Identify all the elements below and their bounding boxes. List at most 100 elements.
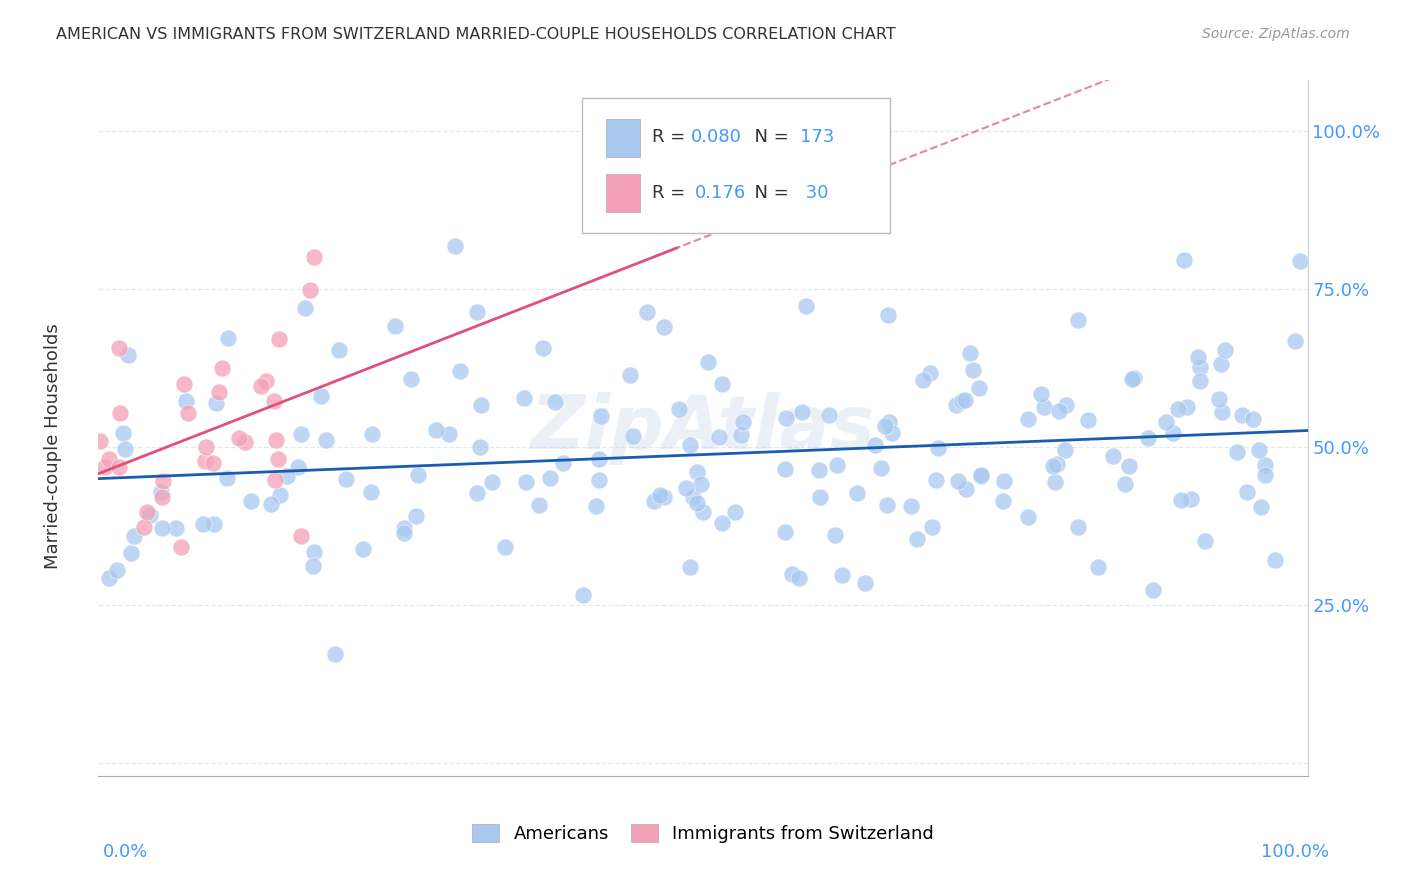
Point bbox=[870, 461, 893, 475]
Point bbox=[790, 405, 813, 419]
Point bbox=[1114, 476, 1136, 491]
Point bbox=[1289, 253, 1312, 268]
Point bbox=[269, 488, 291, 502]
Point bbox=[468, 441, 491, 455]
Point bbox=[515, 475, 537, 489]
Point bbox=[360, 485, 382, 500]
Point bbox=[89, 434, 111, 448]
Point bbox=[97, 452, 120, 467]
Point bbox=[773, 525, 796, 540]
Point bbox=[124, 529, 146, 543]
Point bbox=[905, 532, 928, 546]
Point bbox=[150, 485, 173, 500]
Point bbox=[290, 427, 312, 442]
Point bbox=[1211, 405, 1233, 419]
Text: Married-couple Households: Married-couple Households bbox=[45, 323, 62, 569]
Text: ZipAtlas: ZipAtlas bbox=[530, 392, 876, 465]
Point bbox=[1123, 371, 1146, 385]
Point bbox=[652, 320, 675, 334]
Point bbox=[865, 438, 887, 452]
Point bbox=[437, 427, 460, 442]
Point bbox=[177, 406, 200, 420]
Point bbox=[1209, 357, 1232, 371]
Point bbox=[1017, 510, 1039, 524]
Point bbox=[1175, 400, 1198, 414]
Point bbox=[328, 343, 350, 357]
Point bbox=[152, 475, 174, 489]
Point bbox=[1087, 559, 1109, 574]
Point bbox=[950, 394, 973, 409]
Point bbox=[948, 474, 970, 488]
Point bbox=[150, 521, 173, 535]
Point bbox=[384, 319, 406, 334]
Point bbox=[201, 456, 224, 470]
Point bbox=[204, 517, 226, 532]
Point bbox=[361, 426, 384, 441]
Text: 0.176: 0.176 bbox=[695, 184, 745, 202]
Point bbox=[191, 517, 214, 532]
Point bbox=[991, 494, 1014, 508]
Point bbox=[877, 308, 900, 322]
Point bbox=[302, 250, 325, 264]
FancyBboxPatch shape bbox=[606, 119, 640, 157]
Point bbox=[108, 406, 131, 420]
Legend: Americans, Immigrants from Switzerland: Americans, Immigrants from Switzerland bbox=[465, 817, 941, 850]
Point bbox=[780, 566, 803, 581]
Point bbox=[1247, 442, 1270, 457]
Point bbox=[1253, 458, 1275, 472]
Point bbox=[831, 567, 853, 582]
Point bbox=[711, 516, 734, 531]
Point bbox=[853, 576, 876, 591]
Point bbox=[194, 454, 217, 468]
Point bbox=[250, 379, 273, 393]
Point bbox=[112, 426, 135, 441]
Point bbox=[619, 368, 641, 382]
Point bbox=[173, 376, 195, 391]
Point bbox=[730, 428, 752, 442]
Point bbox=[912, 373, 935, 387]
Point bbox=[117, 348, 139, 362]
Point bbox=[643, 493, 665, 508]
Text: AMERICAN VS IMMIGRANTS FROM SWITZERLAND MARRIED-COUPLE HOUSEHOLDS CORRELATION CH: AMERICAN VS IMMIGRANTS FROM SWITZERLAND … bbox=[56, 27, 896, 42]
Point bbox=[921, 520, 943, 534]
Point bbox=[962, 362, 984, 376]
Point bbox=[169, 541, 191, 555]
Point bbox=[775, 410, 797, 425]
Point bbox=[217, 471, 239, 485]
Point bbox=[589, 409, 612, 424]
Point bbox=[512, 391, 534, 405]
Point bbox=[927, 441, 949, 455]
Point bbox=[707, 430, 730, 444]
Point bbox=[1136, 431, 1159, 445]
Point bbox=[392, 520, 415, 534]
FancyBboxPatch shape bbox=[606, 174, 640, 212]
Point bbox=[875, 418, 897, 433]
Point bbox=[845, 485, 868, 500]
Point bbox=[808, 490, 831, 504]
Point bbox=[650, 488, 672, 502]
Point bbox=[392, 525, 415, 540]
Point bbox=[724, 505, 747, 519]
Point bbox=[233, 435, 256, 450]
Point bbox=[918, 366, 941, 380]
Point bbox=[264, 433, 287, 447]
Point bbox=[309, 389, 332, 403]
Point bbox=[1194, 534, 1216, 549]
Point bbox=[1236, 485, 1258, 500]
Point bbox=[1042, 458, 1064, 473]
Point bbox=[254, 374, 277, 388]
Point bbox=[807, 462, 830, 476]
Point bbox=[900, 499, 922, 513]
Point bbox=[1077, 413, 1099, 427]
Point bbox=[194, 440, 217, 454]
Point bbox=[970, 469, 993, 483]
Point bbox=[588, 451, 610, 466]
Point bbox=[208, 384, 231, 399]
Point bbox=[925, 473, 948, 487]
Point bbox=[406, 468, 429, 483]
Point bbox=[276, 469, 298, 483]
Point bbox=[108, 459, 131, 474]
Point bbox=[1180, 491, 1202, 506]
Point bbox=[264, 473, 287, 487]
Point bbox=[1264, 553, 1286, 567]
